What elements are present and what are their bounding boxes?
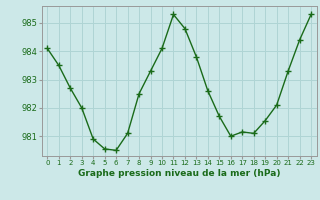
X-axis label: Graphe pression niveau de la mer (hPa): Graphe pression niveau de la mer (hPa) <box>78 169 280 178</box>
